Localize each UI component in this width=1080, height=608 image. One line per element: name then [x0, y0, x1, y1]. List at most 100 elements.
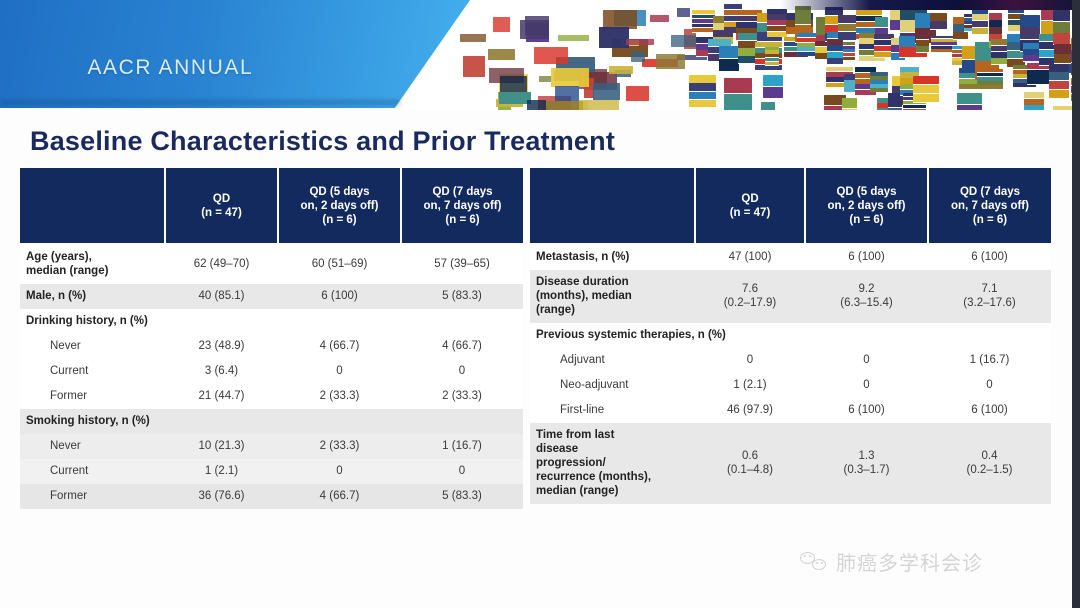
mosaic-band: [1022, 55, 1043, 62]
mosaic-band: [826, 51, 844, 58]
mosaic-band: [755, 42, 783, 48]
baseline-characteristics-table-left: QD (n = 47) QD (5 days on, 2 days off) (…: [20, 168, 523, 509]
mosaic-band: [783, 46, 809, 52]
banner-mosaic-graphic: [440, 0, 1080, 110]
mosaic-band: [899, 20, 927, 33]
mosaic-card: [692, 10, 716, 33]
col-header-qd-line2: (n = 47): [201, 206, 242, 219]
col-header-characteristic: [20, 168, 166, 245]
row-value: 23 (48.9): [165, 333, 278, 359]
mosaic-band: [900, 66, 920, 72]
mosaic-band: [972, 14, 988, 21]
mosaic-band: [930, 35, 957, 39]
mosaic-band: [1052, 21, 1071, 33]
mosaic-tile: [578, 100, 619, 110]
mosaic-band: [1006, 58, 1026, 67]
table-row: Previous systemic therapies, n (%): [530, 322, 1051, 348]
mosaic-card: [718, 45, 739, 72]
mosaic-band: [953, 24, 968, 32]
row-value-line: (0.3–1.7): [843, 464, 890, 476]
row-label: Drinking history, n (%): [20, 308, 523, 334]
mosaic-band: [972, 7, 988, 14]
mosaic-band: [723, 27, 743, 33]
mosaic-band: [797, 47, 823, 52]
col-header-qd5-right-line1: QD (5 days: [836, 185, 897, 198]
row-value: 0: [401, 458, 523, 484]
mosaic-band: [855, 21, 882, 28]
mosaic-band: [1054, 54, 1079, 64]
table-right-header-row: QD (n = 47) QD (5 days on, 2 days off) (…: [530, 168, 1051, 245]
mosaic-band: [718, 58, 739, 72]
col-header-qd5-line3: (n = 6): [322, 213, 357, 226]
row-label: Disease duration (months), median (range): [530, 269, 695, 323]
mosaic-band: [1012, 74, 1037, 79]
mosaic-tile: [460, 34, 487, 43]
table-row: Former 36 (76.6) 4 (66.7) 5 (83.3): [20, 483, 523, 509]
mosaic-band: [712, 30, 734, 37]
mosaic-card: [913, 75, 940, 103]
row-label-line: Adjuvant: [560, 354, 605, 366]
mosaic-band: [1012, 65, 1037, 70]
mosaic-band: [958, 84, 978, 90]
row-label: Smoking history, n (%): [20, 408, 523, 434]
mosaic-card: [826, 32, 844, 66]
mosaic-band: [930, 49, 957, 53]
row-value: 1 (16.7): [928, 347, 1051, 373]
mosaic-band: [844, 74, 862, 80]
right-edge-strip: [1072, 0, 1080, 608]
mosaic-card: [956, 93, 983, 110]
table-row: Adjuvant 0 0 1 (16.7): [530, 347, 1051, 373]
mosaic-tile: [542, 101, 583, 110]
mosaic-band: [855, 84, 877, 90]
row-label-line: (months), median: [536, 290, 632, 302]
row-value: 2 (33.3): [401, 383, 523, 409]
mosaic-band: [1006, 33, 1026, 42]
row-label-line: (range): [536, 304, 575, 316]
mosaic-band: [1038, 57, 1061, 66]
mosaic-band: [989, 34, 1003, 41]
mosaic-tile: [608, 65, 633, 75]
col-header-qd-7on7off: QD (7 days on, 7 days off) (n = 6): [401, 168, 523, 245]
row-value: 6 (100): [278, 283, 401, 309]
row-value: 60 (51–69): [278, 244, 401, 284]
row-label: First-line: [530, 397, 695, 423]
row-value: 1.3 (0.3–1.7): [805, 422, 928, 504]
row-label-line: Drinking history, n (%): [26, 315, 148, 327]
mosaic-band: [737, 48, 759, 56]
mosaic-band: [843, 41, 856, 45]
mosaic-band: [870, 80, 889, 84]
mosaic-band: [1048, 80, 1069, 89]
mosaic-band: [783, 41, 809, 47]
row-value: 10 (21.3): [165, 433, 278, 459]
mosaic-band: [900, 84, 920, 90]
row-label-line: Former: [50, 490, 88, 502]
row-label-line: Time from last: [536, 429, 615, 441]
mosaic-card: [724, 77, 752, 110]
row-value: 6 (100): [805, 397, 928, 423]
mosaic-band: [837, 23, 866, 32]
table-right-header: QD (n = 47) QD (5 days on, 2 days off) (…: [530, 168, 1051, 245]
mosaic-band: [689, 91, 716, 100]
col-header-qd-right-line2: (n = 47): [729, 206, 771, 219]
mosaic-tile: [583, 78, 594, 99]
table-left-header-row: QD (n = 47) QD (5 days on, 2 days off) (…: [20, 168, 523, 245]
mosaic-card: [1024, 92, 1044, 110]
mosaic-band: [989, 27, 1003, 34]
mosaic-tile: [626, 38, 655, 45]
mosaic-band: [736, 28, 762, 34]
mosaic-card: [958, 67, 978, 91]
row-value: 4 (66.7): [278, 483, 401, 509]
mosaic-band: [929, 21, 947, 29]
mosaic-tile: [676, 54, 708, 61]
row-label-line: median (range): [26, 265, 109, 277]
mosaic-band: [876, 108, 893, 110]
mosaic-band: [1008, 25, 1025, 31]
mosaic-tile: [498, 92, 532, 105]
mosaic-band: [900, 89, 920, 96]
mosaic-band: [1026, 69, 1055, 77]
mosaic-band: [891, 45, 906, 53]
page-title: Baseline Characteristics and Prior Treat…: [30, 126, 616, 156]
mosaic-band: [1006, 50, 1026, 59]
mosaic-tile: [500, 75, 528, 92]
mosaic-band: [824, 7, 843, 16]
